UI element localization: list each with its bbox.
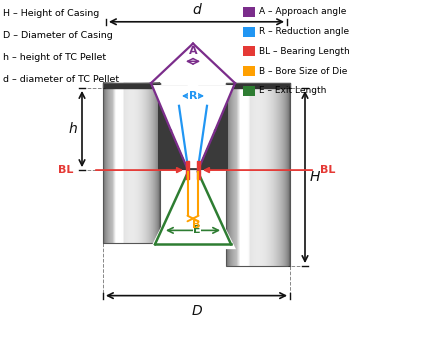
Text: h – height of TC Pellet: h – height of TC Pellet [3,53,106,62]
Text: D – Diameter of Casing: D – Diameter of Casing [3,31,113,40]
Text: d: d [192,3,201,17]
Text: BL: BL [320,165,335,175]
Text: R – Reduction angle: R – Reduction angle [259,27,349,36]
Text: d – diameter of TC Pellet: d – diameter of TC Pellet [3,75,119,84]
Bar [243,86,255,96]
Text: H: H [310,170,320,184]
Text: E – Exit Length: E – Exit Length [259,86,326,96]
Text: A – Approach angle: A – Approach angle [259,7,346,16]
Text: B – Bore Size of Die: B – Bore Size of Die [259,67,347,76]
Text: A: A [189,47,197,56]
Bar [243,47,255,56]
Polygon shape [151,85,235,168]
Bar [243,66,255,76]
Bar [226,83,290,266]
Text: BL: BL [58,165,73,175]
Text: R: R [189,91,197,101]
Text: BL – Bearing Length: BL – Bearing Length [259,47,350,56]
Bar [243,7,255,17]
Polygon shape [186,85,228,170]
Polygon shape [150,172,236,249]
Text: E: E [193,225,201,236]
Text: B: B [192,220,200,230]
Text: H – Height of Casing: H – Height of Casing [3,9,99,19]
Bar [103,83,160,243]
Polygon shape [158,85,200,170]
Text: h: h [68,122,77,136]
Bar [243,27,255,37]
Text: D: D [191,303,202,317]
